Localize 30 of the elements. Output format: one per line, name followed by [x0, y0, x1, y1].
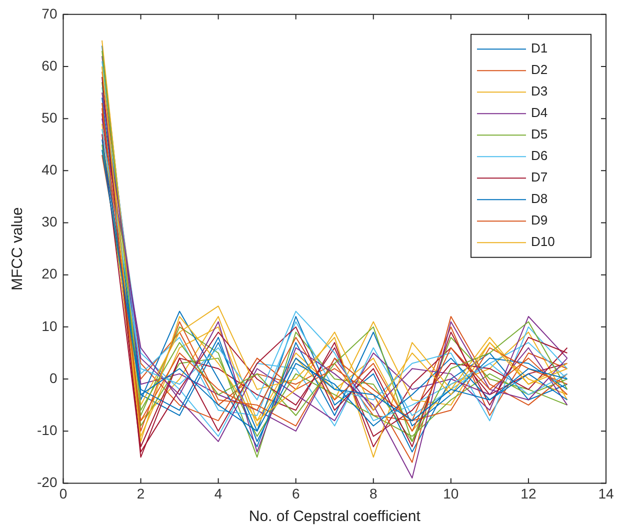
x-tick-label: 8 — [369, 485, 378, 502]
y-tick-label: -20 — [37, 474, 58, 490]
legend-label: D10 — [531, 234, 555, 250]
x-axis-title: No. of Cepstral coefficient — [248, 508, 422, 526]
legend-label: D2 — [531, 62, 548, 78]
x-tick-label: 2 — [136, 485, 145, 502]
legend-label: D8 — [531, 191, 548, 206]
legend-label: D7 — [531, 170, 548, 185]
x-tick-label: 14 — [598, 485, 614, 502]
x-tick-label: 4 — [214, 485, 222, 502]
y-tick-label: 20 — [42, 266, 58, 282]
legend-label: D5 — [531, 126, 548, 142]
y-tick-label: 40 — [42, 162, 58, 178]
y-tick-label: -10 — [37, 422, 58, 438]
y-tick-label: 10 — [42, 318, 58, 334]
legend-label: D3 — [531, 84, 548, 99]
x-tick-label: 12 — [520, 485, 536, 502]
y-tick-label: 0 — [49, 370, 58, 386]
y-tick-label: 30 — [42, 214, 58, 230]
legend-label: D4 — [531, 105, 548, 120]
x-tick-label: 6 — [292, 485, 300, 502]
y-axis-title: MFCC value — [9, 207, 26, 290]
x-tick-label: 0 — [59, 485, 68, 502]
y-tick-label: 70 — [42, 5, 58, 22]
legend-label: D9 — [531, 212, 548, 228]
y-tick-label: 60 — [42, 57, 58, 74]
legend-label: D1 — [531, 40, 548, 56]
x-tick-label: 10 — [443, 485, 459, 502]
legend-label: D6 — [531, 148, 548, 164]
y-tick-label: 50 — [42, 109, 58, 126]
